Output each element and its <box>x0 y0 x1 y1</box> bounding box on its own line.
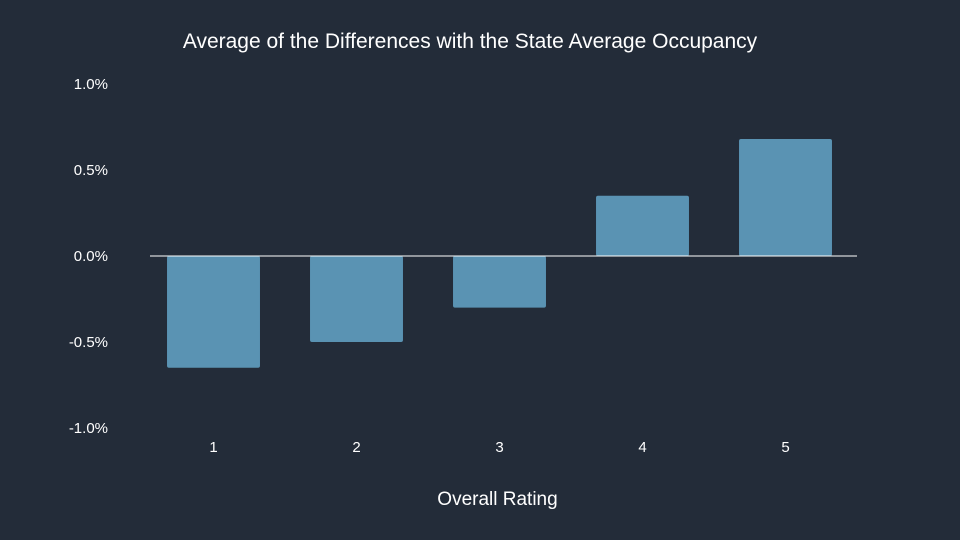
x-tick-label: 2 <box>352 439 360 456</box>
y-tick-label: 0.5% <box>74 162 108 179</box>
bar-rating-2 <box>310 256 403 342</box>
x-axis-label: Overall Rating <box>437 489 557 510</box>
x-tick-label: 5 <box>781 439 789 456</box>
x-tick-label: 1 <box>209 439 217 456</box>
y-axis-ticks: 1.0% 0.5% 0.0% -0.5% -1.0% <box>69 76 108 437</box>
y-tick-label: -1.0% <box>69 420 108 437</box>
x-axis-ticks: 1 2 3 4 5 <box>209 439 789 456</box>
chart-title: Average of the Differences with the Stat… <box>182 30 758 53</box>
bar-rating-1 <box>167 256 260 368</box>
y-tick-label: 1.0% <box>74 76 108 93</box>
y-tick-label: -0.5% <box>69 334 108 351</box>
bar-rating-5 <box>739 139 832 256</box>
x-tick-label: 3 <box>495 439 503 456</box>
bar-rating-4 <box>596 195 689 256</box>
bars <box>167 139 832 368</box>
x-tick-label: 4 <box>638 439 646 456</box>
y-tick-label: 0.0% <box>74 248 108 265</box>
bar-rating-3 <box>453 256 546 308</box>
